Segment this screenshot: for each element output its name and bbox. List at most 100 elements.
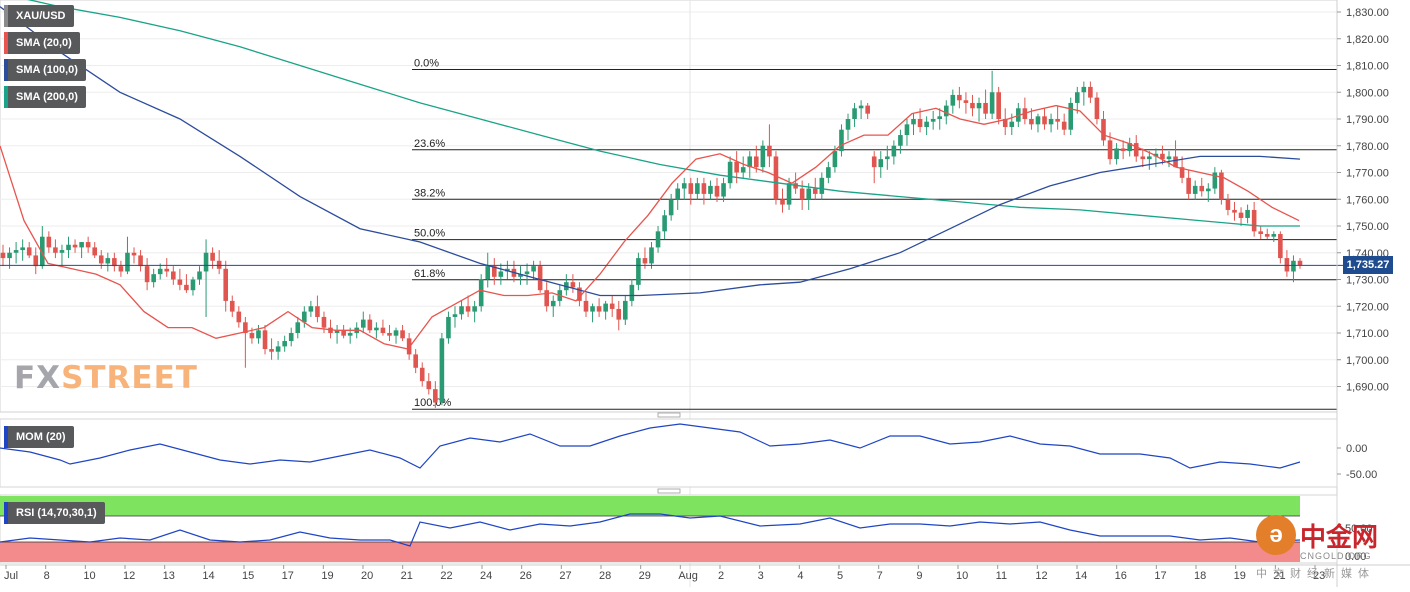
time-tick-label: 18	[1194, 570, 1206, 582]
candle-body	[33, 255, 39, 267]
cngold-watermark: ǝ 中金网 CNGOLD.ORG 中文财经新媒体	[1252, 515, 1402, 587]
time-tick-label: 8	[44, 570, 50, 582]
candle-body	[989, 92, 995, 114]
time-tick-label: 7	[877, 570, 883, 582]
candle-body	[1101, 119, 1106, 141]
candle-body	[1251, 209, 1257, 232]
time-tick-label: 14	[1075, 570, 1087, 582]
candle-body	[806, 188, 812, 200]
candle-body	[1133, 143, 1139, 157]
time-tick-label: 19	[1234, 570, 1246, 582]
candle-body	[20, 247, 25, 251]
candle-body	[1120, 148, 1126, 152]
candle-body	[262, 330, 268, 350]
price-tick-label: 1,700.00	[1346, 355, 1389, 367]
candle-body	[629, 284, 635, 301]
candle-body	[151, 274, 156, 283]
fib-level-label: 0.0%	[414, 58, 439, 70]
candle-body	[1232, 209, 1237, 213]
candle-body	[288, 333, 294, 342]
candle-body	[832, 151, 838, 168]
candle-body	[976, 102, 982, 109]
candle-body	[256, 330, 261, 339]
price-tick-label: 1,750.00	[1346, 221, 1389, 233]
candle-body	[675, 188, 681, 200]
candle-body	[105, 258, 111, 264]
candle-body	[1186, 177, 1191, 194]
candle-body	[452, 314, 458, 317]
candle-body	[721, 183, 726, 197]
momentum-label[interactable]: MOM (20)	[4, 426, 74, 448]
candle-body	[1042, 116, 1047, 125]
candle-body	[799, 188, 805, 200]
rsi-overbought-zone	[0, 496, 1300, 516]
candle-body	[786, 183, 792, 205]
instrument-text: XAU/USD	[16, 10, 66, 22]
candle-body	[983, 102, 988, 114]
candle-body	[478, 279, 484, 307]
candle-body	[433, 389, 438, 403]
momentum-panel[interactable]: 0.00 -50.00	[0, 418, 1377, 488]
time-tick-label: 21	[401, 570, 413, 582]
price-axis[interactable]: 1,830.00 1,820.00 1,810.00 1,800.00 1,790.00…	[657, 0, 1389, 587]
candle-body	[1291, 260, 1296, 272]
candle-body	[1160, 153, 1165, 160]
candle-body	[7, 252, 12, 259]
candle-body	[85, 242, 91, 248]
instrument-color-bar	[4, 5, 8, 27]
candle-body	[911, 119, 916, 125]
candle-body	[1258, 231, 1263, 235]
candle-body	[740, 167, 746, 173]
candle-body	[727, 161, 733, 184]
candle-body	[112, 258, 117, 267]
candle-body	[295, 322, 301, 333]
candle-body	[642, 258, 648, 264]
rsi-label[interactable]: RSI (14,70,30,1)	[4, 502, 105, 524]
candle-body	[321, 316, 327, 328]
current-price-tag: 1,735.27	[1343, 256, 1393, 274]
panel-resize-handle	[657, 488, 681, 494]
candle-body	[1225, 199, 1231, 210]
candle-body	[157, 268, 163, 275]
time-tick-label: 12	[1035, 570, 1047, 582]
time-axis[interactable]: Jul 8 10 12 13 14 15 17 19 20 21 22 24 26 27 28 29 Aug 2 3 4…	[0, 564, 1410, 582]
candle-body	[400, 330, 405, 339]
candle-body	[472, 306, 477, 312]
candle-body	[636, 258, 641, 285]
candle-body	[26, 247, 32, 256]
rsi-panel[interactable]: 50.00 0.00	[0, 494, 1373, 564]
candle-body	[315, 306, 320, 317]
cngold-logo-icon: ǝ	[1256, 515, 1296, 555]
sma20-label[interactable]: SMA (20,0)	[4, 32, 80, 54]
candle-body	[1088, 86, 1093, 98]
candle-body	[904, 124, 910, 136]
candle-body	[681, 183, 687, 189]
candle-body	[970, 102, 975, 109]
fib-level-label: 50.0%	[414, 228, 445, 240]
candle-body	[1199, 185, 1205, 192]
candle-body	[184, 284, 189, 291]
time-tick-label: Jul	[4, 570, 18, 582]
candle-body	[930, 119, 936, 122]
candle-body	[439, 338, 445, 403]
candle-body	[66, 244, 71, 251]
candle-body	[714, 185, 720, 197]
sma200-color-bar	[4, 86, 8, 108]
sma100-label[interactable]: SMA (100,0)	[4, 59, 86, 81]
candle-body	[996, 92, 1001, 119]
candle-body	[1278, 234, 1283, 259]
instrument-label[interactable]: XAU/USD	[4, 5, 74, 27]
candle-body	[819, 177, 825, 194]
candle-body	[216, 260, 222, 269]
candle-body	[858, 105, 864, 109]
candle-body	[1107, 140, 1113, 160]
candle-body	[898, 135, 903, 146]
candle-body	[708, 185, 713, 194]
time-tick-label: 9	[916, 570, 922, 582]
sma200-label[interactable]: SMA (200,0)	[4, 86, 86, 108]
sma100-line	[0, 6, 1301, 297]
candle-body	[1297, 260, 1303, 266]
candle-body	[812, 188, 818, 194]
price-tick-label: 1,830.00	[1346, 7, 1389, 19]
